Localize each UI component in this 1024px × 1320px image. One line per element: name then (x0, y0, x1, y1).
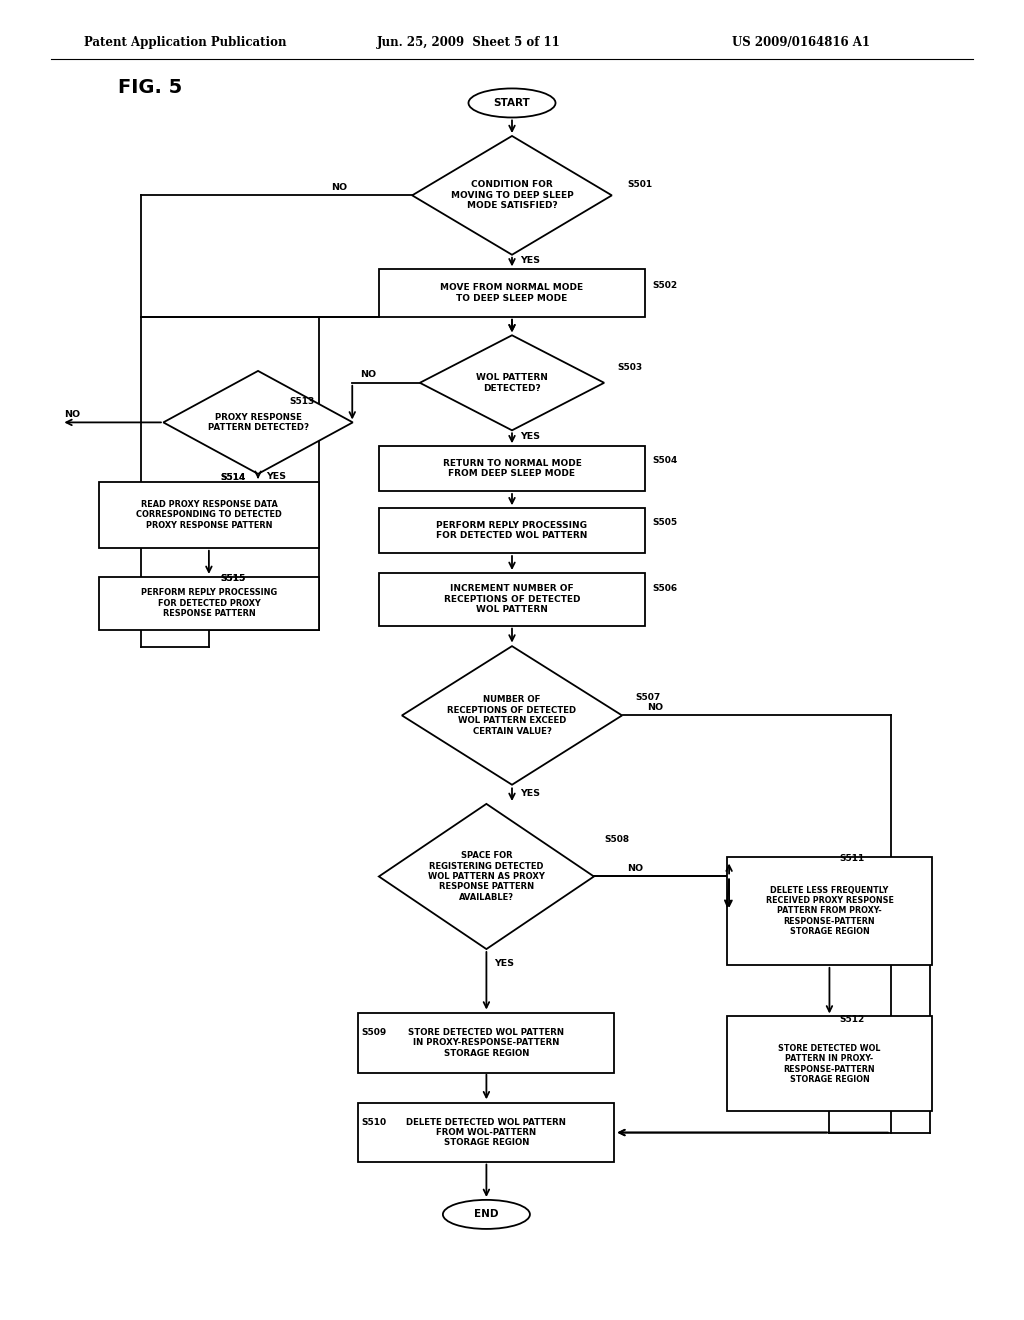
FancyBboxPatch shape (379, 446, 645, 491)
Text: S513: S513 (290, 397, 315, 407)
Text: S502: S502 (652, 281, 678, 290)
Text: YES: YES (520, 256, 541, 264)
Text: YES: YES (520, 789, 541, 797)
Text: NO: NO (360, 371, 377, 379)
Text: S512: S512 (840, 1015, 865, 1024)
Text: FIG. 5: FIG. 5 (118, 78, 182, 96)
Text: S504: S504 (652, 457, 678, 466)
FancyBboxPatch shape (358, 1014, 614, 1072)
Text: S503: S503 (617, 363, 643, 372)
Text: CONDITION FOR
MOVING TO DEEP SLEEP
MODE SATISFIED?: CONDITION FOR MOVING TO DEEP SLEEP MODE … (451, 181, 573, 210)
Text: S508: S508 (604, 836, 630, 845)
FancyBboxPatch shape (727, 1016, 932, 1111)
Polygon shape (379, 804, 594, 949)
Text: YES: YES (266, 473, 287, 480)
Ellipse shape (469, 88, 555, 117)
Text: STORE DETECTED WOL
PATTERN IN PROXY-
RESPONSE-PATTERN
STORAGE REGION: STORE DETECTED WOL PATTERN IN PROXY- RES… (778, 1044, 881, 1084)
Ellipse shape (442, 1200, 530, 1229)
Text: S515: S515 (220, 574, 246, 583)
Text: DELETE LESS FREQUENTLY
RECEIVED PROXY RESPONSE
PATTERN FROM PROXY-
RESPONSE-PATT: DELETE LESS FREQUENTLY RECEIVED PROXY RE… (766, 886, 893, 936)
Text: END: END (474, 1209, 499, 1220)
Text: S509: S509 (361, 1028, 387, 1038)
Text: S515: S515 (220, 574, 246, 583)
Text: SPACE FOR
REGISTERING DETECTED
WOL PATTERN AS PROXY
RESPONSE PATTERN
AVAILABLE?: SPACE FOR REGISTERING DETECTED WOL PATTE… (428, 851, 545, 902)
Text: S514: S514 (220, 474, 246, 483)
Text: S514: S514 (220, 474, 246, 483)
Text: YES: YES (495, 960, 515, 968)
FancyBboxPatch shape (98, 482, 319, 548)
Text: PROXY RESPONSE
PATTERN DETECTED?: PROXY RESPONSE PATTERN DETECTED? (208, 413, 308, 432)
Text: NO: NO (627, 865, 643, 873)
Polygon shape (401, 645, 623, 784)
Text: PERFORM REPLY PROCESSING
FOR DETECTED WOL PATTERN: PERFORM REPLY PROCESSING FOR DETECTED WO… (436, 521, 588, 540)
FancyBboxPatch shape (358, 1104, 614, 1163)
Text: S501: S501 (628, 181, 653, 190)
Text: NO: NO (647, 704, 664, 711)
Text: NUMBER OF
RECEPTIONS OF DETECTED
WOL PATTERN EXCEED
CERTAIN VALUE?: NUMBER OF RECEPTIONS OF DETECTED WOL PAT… (447, 696, 577, 735)
Text: YES: YES (520, 433, 541, 441)
Polygon shape (420, 335, 604, 430)
Text: S505: S505 (652, 519, 678, 528)
Text: S507: S507 (635, 693, 660, 702)
Polygon shape (164, 371, 352, 474)
Text: S511: S511 (840, 854, 865, 863)
FancyBboxPatch shape (379, 573, 645, 626)
Text: READ PROXY RESPONSE DATA
CORRESPONDING TO DETECTED
PROXY RESPONSE PATTERN: READ PROXY RESPONSE DATA CORRESPONDING T… (136, 500, 282, 529)
Text: S510: S510 (361, 1118, 387, 1127)
Text: START: START (494, 98, 530, 108)
FancyBboxPatch shape (379, 508, 645, 553)
Text: NO: NO (65, 411, 81, 418)
Text: RETURN TO NORMAL MODE
FROM DEEP SLEEP MODE: RETURN TO NORMAL MODE FROM DEEP SLEEP MO… (442, 459, 582, 478)
Text: WOL PATTERN
DETECTED?: WOL PATTERN DETECTED? (476, 374, 548, 392)
FancyBboxPatch shape (727, 857, 932, 965)
Text: PERFORM REPLY PROCESSING
FOR DETECTED PROXY
RESPONSE PATTERN: PERFORM REPLY PROCESSING FOR DETECTED PR… (140, 589, 278, 618)
Polygon shape (412, 136, 612, 255)
Text: US 2009/0164816 A1: US 2009/0164816 A1 (732, 36, 870, 49)
Text: S506: S506 (652, 585, 678, 594)
Text: NO: NO (331, 183, 347, 191)
Text: INCREMENT NUMBER OF
RECEPTIONS OF DETECTED
WOL PATTERN: INCREMENT NUMBER OF RECEPTIONS OF DETECT… (443, 585, 581, 614)
Text: DELETE DETECTED WOL PATTERN
FROM WOL-PATTERN
STORAGE REGION: DELETE DETECTED WOL PATTERN FROM WOL-PAT… (407, 1118, 566, 1147)
Text: MOVE FROM NORMAL MODE
TO DEEP SLEEP MODE: MOVE FROM NORMAL MODE TO DEEP SLEEP MODE (440, 284, 584, 302)
Text: Jun. 25, 2009  Sheet 5 of 11: Jun. 25, 2009 Sheet 5 of 11 (377, 36, 560, 49)
FancyBboxPatch shape (379, 269, 645, 317)
FancyBboxPatch shape (98, 577, 319, 630)
Text: Patent Application Publication: Patent Application Publication (84, 36, 287, 49)
Text: STORE DETECTED WOL PATTERN
IN PROXY-RESPONSE-PATTERN
STORAGE REGION: STORE DETECTED WOL PATTERN IN PROXY-RESP… (409, 1028, 564, 1057)
